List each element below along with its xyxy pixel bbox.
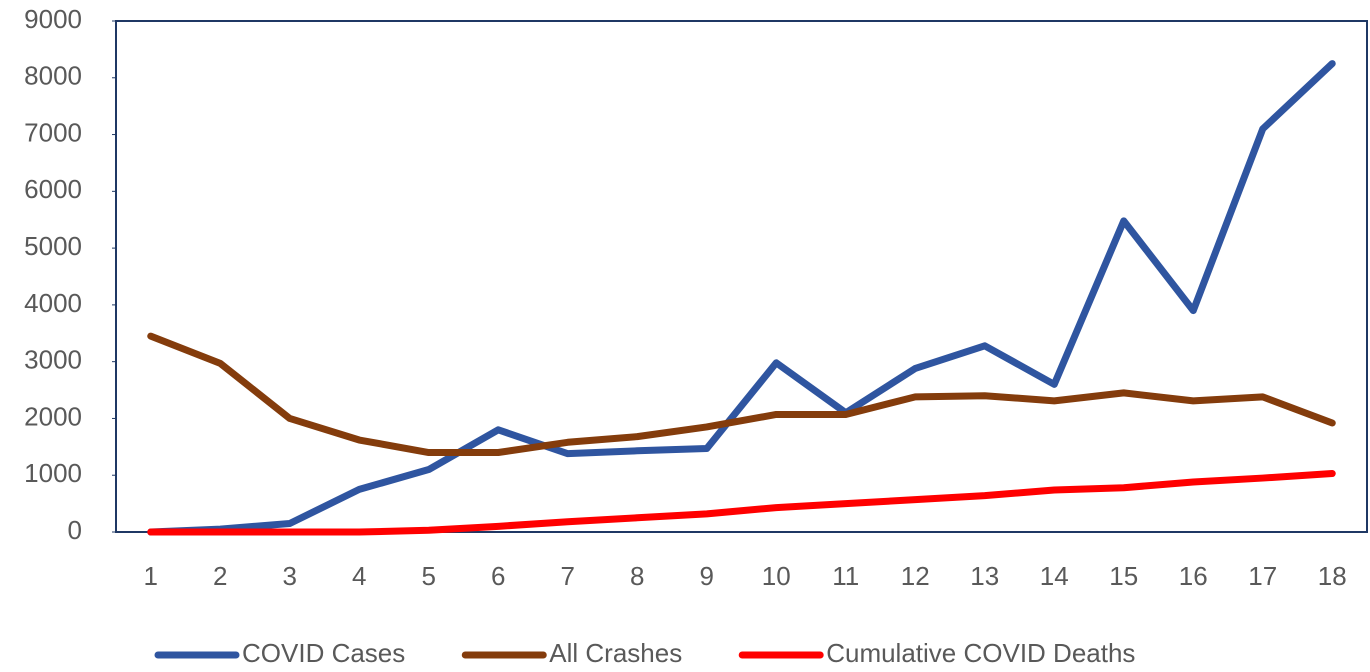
plot-frame — [115, 20, 1368, 533]
y-tick-label: 4000 — [24, 288, 82, 318]
y-tick-label: 0 — [68, 515, 82, 545]
line-series — [147, 332, 1336, 457]
line-series — [147, 60, 1336, 536]
y-tick-label: 3000 — [24, 345, 82, 375]
legend-label: Cumulative COVID Deaths — [826, 638, 1135, 668]
y-tick-label: 1000 — [24, 458, 82, 488]
y-tick-label: 5000 — [24, 231, 82, 261]
y-tick-label: 2000 — [24, 401, 82, 431]
x-tick-label: 3 — [283, 561, 297, 591]
x-tick-label: 10 — [762, 561, 791, 591]
legend-label: All Crashes — [549, 638, 682, 668]
x-tick-label: 15 — [1109, 561, 1138, 591]
x-tick-label: 1 — [144, 561, 158, 591]
x-tick-label: 12 — [901, 561, 930, 591]
x-tick-label: 6 — [491, 561, 505, 591]
x-tick-label: 9 — [700, 561, 714, 591]
x-tick-label: 8 — [630, 561, 644, 591]
x-tick-label: 17 — [1248, 561, 1277, 591]
x-tick-label: 11 — [832, 561, 859, 591]
x-tick-label: 4 — [352, 561, 366, 591]
x-tick-label: 16 — [1179, 561, 1208, 591]
legend-label: COVID Cases — [242, 638, 405, 668]
y-tick-label: 7000 — [24, 117, 82, 147]
x-tick-label: 14 — [1040, 561, 1069, 591]
y-tick-label: 6000 — [24, 174, 82, 204]
x-tick-label: 13 — [970, 561, 999, 591]
x-tick-label: 18 — [1318, 561, 1347, 591]
x-tick-label: 5 — [422, 561, 436, 591]
y-tick-label: 8000 — [24, 61, 82, 91]
x-tick-label: 2 — [213, 561, 227, 591]
x-tick-label: 7 — [561, 561, 575, 591]
line-series — [147, 470, 1336, 536]
y-tick-label: 9000 — [24, 4, 82, 34]
